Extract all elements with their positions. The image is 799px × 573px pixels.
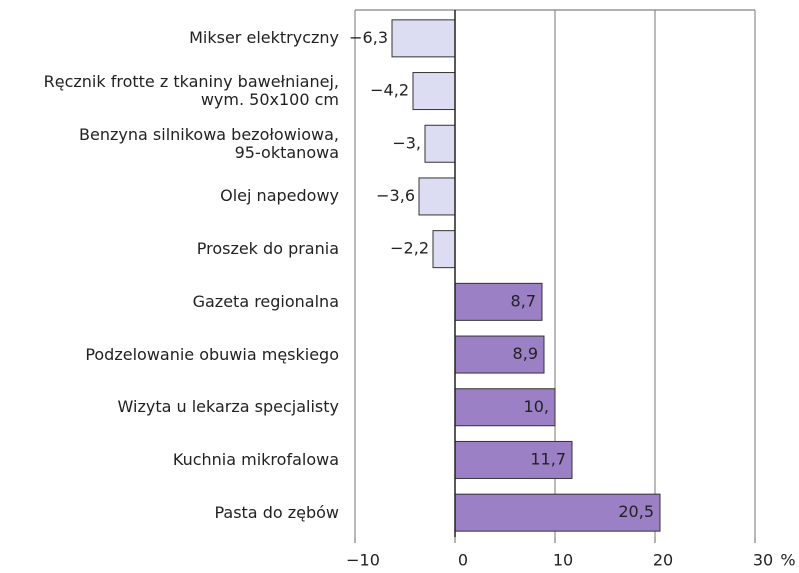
value-label: 20,5: [618, 502, 654, 521]
value-label: −3,6: [376, 186, 415, 205]
value-label: 8,9: [513, 344, 538, 363]
x-tick-label: −10: [346, 551, 380, 570]
x-axis-label: %: [780, 551, 795, 570]
category-label: Olej napedowy: [220, 186, 339, 206]
value-label: 11,7: [530, 449, 566, 468]
x-tick-label: 20: [653, 551, 673, 570]
x-tick-label: 0: [458, 551, 468, 570]
category-label: Pasta do zębów: [214, 502, 339, 522]
value-label: 10,: [524, 397, 549, 416]
category-label: Wizyta u lekarza specjalisty: [117, 397, 339, 417]
x-tick-label: 10: [553, 551, 573, 570]
value-label: −2,2: [390, 239, 429, 258]
bar: [412, 72, 456, 111]
value-label: −4,2: [370, 81, 409, 100]
category-label: Gazeta regionalna: [192, 291, 339, 311]
bar: [454, 440, 573, 479]
category-label: Ręcznik frotte z tkaniny bawełnianej, wy…: [43, 72, 339, 110]
category-label: Podzelowanie obuwia męskiego: [85, 344, 339, 364]
category-label: Benzyna silnikowa bezołowiowa, 95-oktano…: [79, 124, 339, 162]
bar: [418, 177, 456, 216]
x-tick-label: 30: [753, 551, 773, 570]
value-label: −3,: [392, 133, 421, 152]
bar: [432, 230, 456, 269]
bar: [454, 493, 661, 532]
category-label: Mikser elektryczny: [189, 28, 339, 48]
bar: [454, 282, 543, 321]
category-label: Proszek do prania: [196, 239, 339, 259]
category-label: Kuchnia mikrofalowa: [172, 449, 339, 469]
bar: [391, 19, 456, 58]
bar: [424, 124, 456, 163]
bar: [454, 388, 556, 427]
value-label: −6,3: [349, 28, 388, 47]
value-label: 8,7: [511, 291, 536, 310]
